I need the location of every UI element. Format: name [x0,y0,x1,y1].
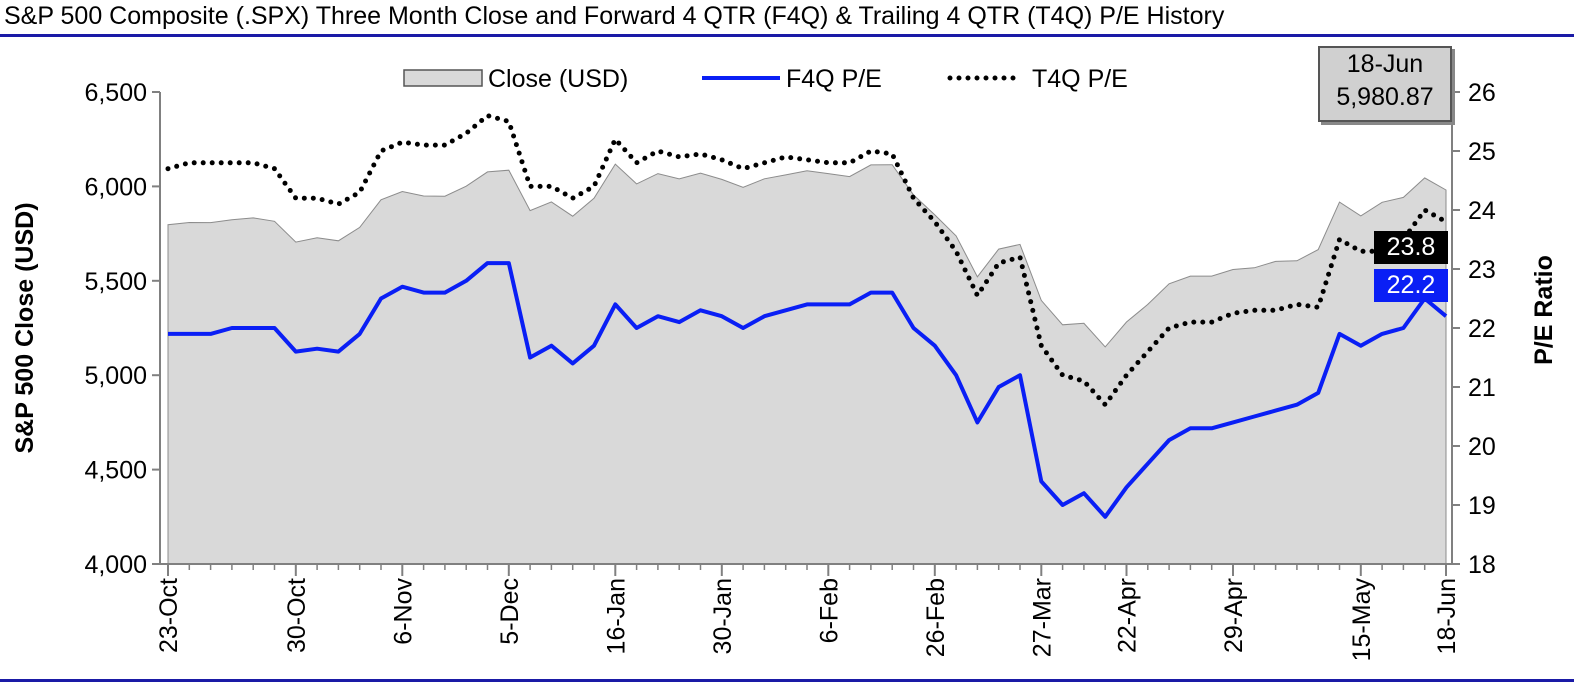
t4q-last-value-label: 23.8 [1374,231,1448,264]
left-tick-label: 6,500 [84,79,147,107]
x-tick-label: 30-Oct [283,578,311,653]
right-tick-label: 21 [1468,374,1496,402]
callout-date: 18-Jun [1346,50,1424,78]
legend-close-label: Close (USD) [488,65,628,93]
title-rule-top [0,34,1574,37]
callout-value: 5,980.87 [1336,83,1434,111]
x-tick-label: 15-May [1348,578,1376,662]
left-tick-label: 4,000 [84,551,147,579]
legend-f4q-label: F4Q P/E [786,65,882,93]
x-tick-label: 23-Oct [155,578,183,653]
right-tick-label: 25 [1468,138,1496,166]
t4q-pe-line [165,113,1449,408]
f4q-pe-line [168,261,1448,519]
right-axis-title: P/E Ratio [1530,255,1558,365]
right-tick-label: 23 [1468,256,1496,284]
legend-close-swatch [403,69,483,87]
x-tick-label: 16-Jan [602,578,630,654]
left-tick-label: 5,000 [84,362,147,390]
x-tick-label: 22-Apr [1114,578,1142,653]
x-tick-label: 6-Feb [815,578,843,643]
x-tick-label: 6-Nov [389,578,417,645]
right-tick-label: 19 [1468,492,1496,520]
right-tick-label: 26 [1468,79,1496,107]
left-tick-label: 5,500 [84,268,147,296]
x-tick-label: 26-Feb [922,578,950,657]
x-tick-label: 18-Jun [1433,578,1461,654]
x-tick-label: 5-Dec [496,578,524,645]
left-tick-label: 6,000 [84,173,147,201]
last-close-callout: 18-Jun 5,980.87 [1318,46,1452,122]
legend-t4q-label: T4Q P/E [1032,65,1128,93]
chart-title: S&P 500 Composite (.SPX) Three Month Clo… [4,2,1225,30]
bottom-rule [0,679,1574,682]
x-tick-label: 29-Apr [1220,578,1248,653]
right-tick-label: 20 [1468,433,1496,461]
right-tick-label: 22 [1468,315,1496,343]
close-area-series [167,163,1447,565]
x-tick-label: 27-Mar [1028,578,1056,657]
right-tick-label: 24 [1468,197,1496,225]
left-tick-label: 4,500 [84,457,147,485]
left-axis-title: S&P 500 Close (USD) [11,202,39,453]
right-tick-label: 18 [1468,551,1496,579]
x-tick-label: 30-Jan [709,578,737,654]
f4q-last-value-label: 22.2 [1374,269,1448,302]
